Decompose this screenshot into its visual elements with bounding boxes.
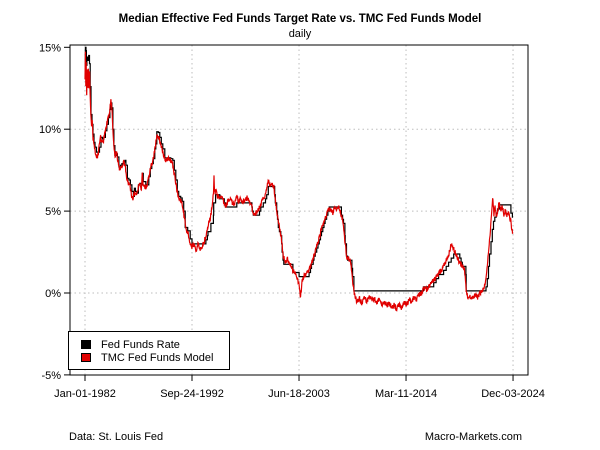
- series-group: [84, 46, 514, 312]
- y-tick-label: 0%: [45, 288, 61, 300]
- fed-funds-swatch-icon: [81, 340, 91, 349]
- legend: Fed Funds Rate TMC Fed Funds Model: [68, 331, 230, 370]
- legend-label-tmc-model: TMC Fed Funds Model: [101, 351, 214, 364]
- x-tick-label: Mar-11-2014: [375, 388, 437, 400]
- y-tick-label: 5%: [45, 206, 61, 218]
- legend-item-fed-funds: Fed Funds Rate: [81, 338, 229, 351]
- x-tick-label: Jan-01-1982: [54, 388, 116, 400]
- y-tick-label: -5%: [41, 370, 61, 382]
- data-source-note: Data: St. Louis Fed: [69, 431, 164, 443]
- x-tick-label: Dec-03-2024: [481, 388, 545, 400]
- site-credit: Macro-Markets.com: [424, 431, 522, 443]
- legend-item-tmc-model: TMC Fed Funds Model: [81, 351, 229, 364]
- y-tick-label: 10%: [39, 124, 61, 136]
- tmc-model-swatch-icon: [81, 353, 91, 362]
- chart-title: Median Effective Fed Funds Target Rate v…: [118, 13, 482, 25]
- chart-subtitle: daily: [288, 28, 312, 40]
- x-tick-label: Sep-24-1992: [160, 388, 224, 400]
- tmc-model-line: [84, 51, 514, 312]
- x-tick-label: Jun-18-2003: [268, 388, 330, 400]
- legend-label-fed-funds: Fed Funds Rate: [101, 338, 180, 351]
- y-tick-label: 15%: [39, 42, 61, 54]
